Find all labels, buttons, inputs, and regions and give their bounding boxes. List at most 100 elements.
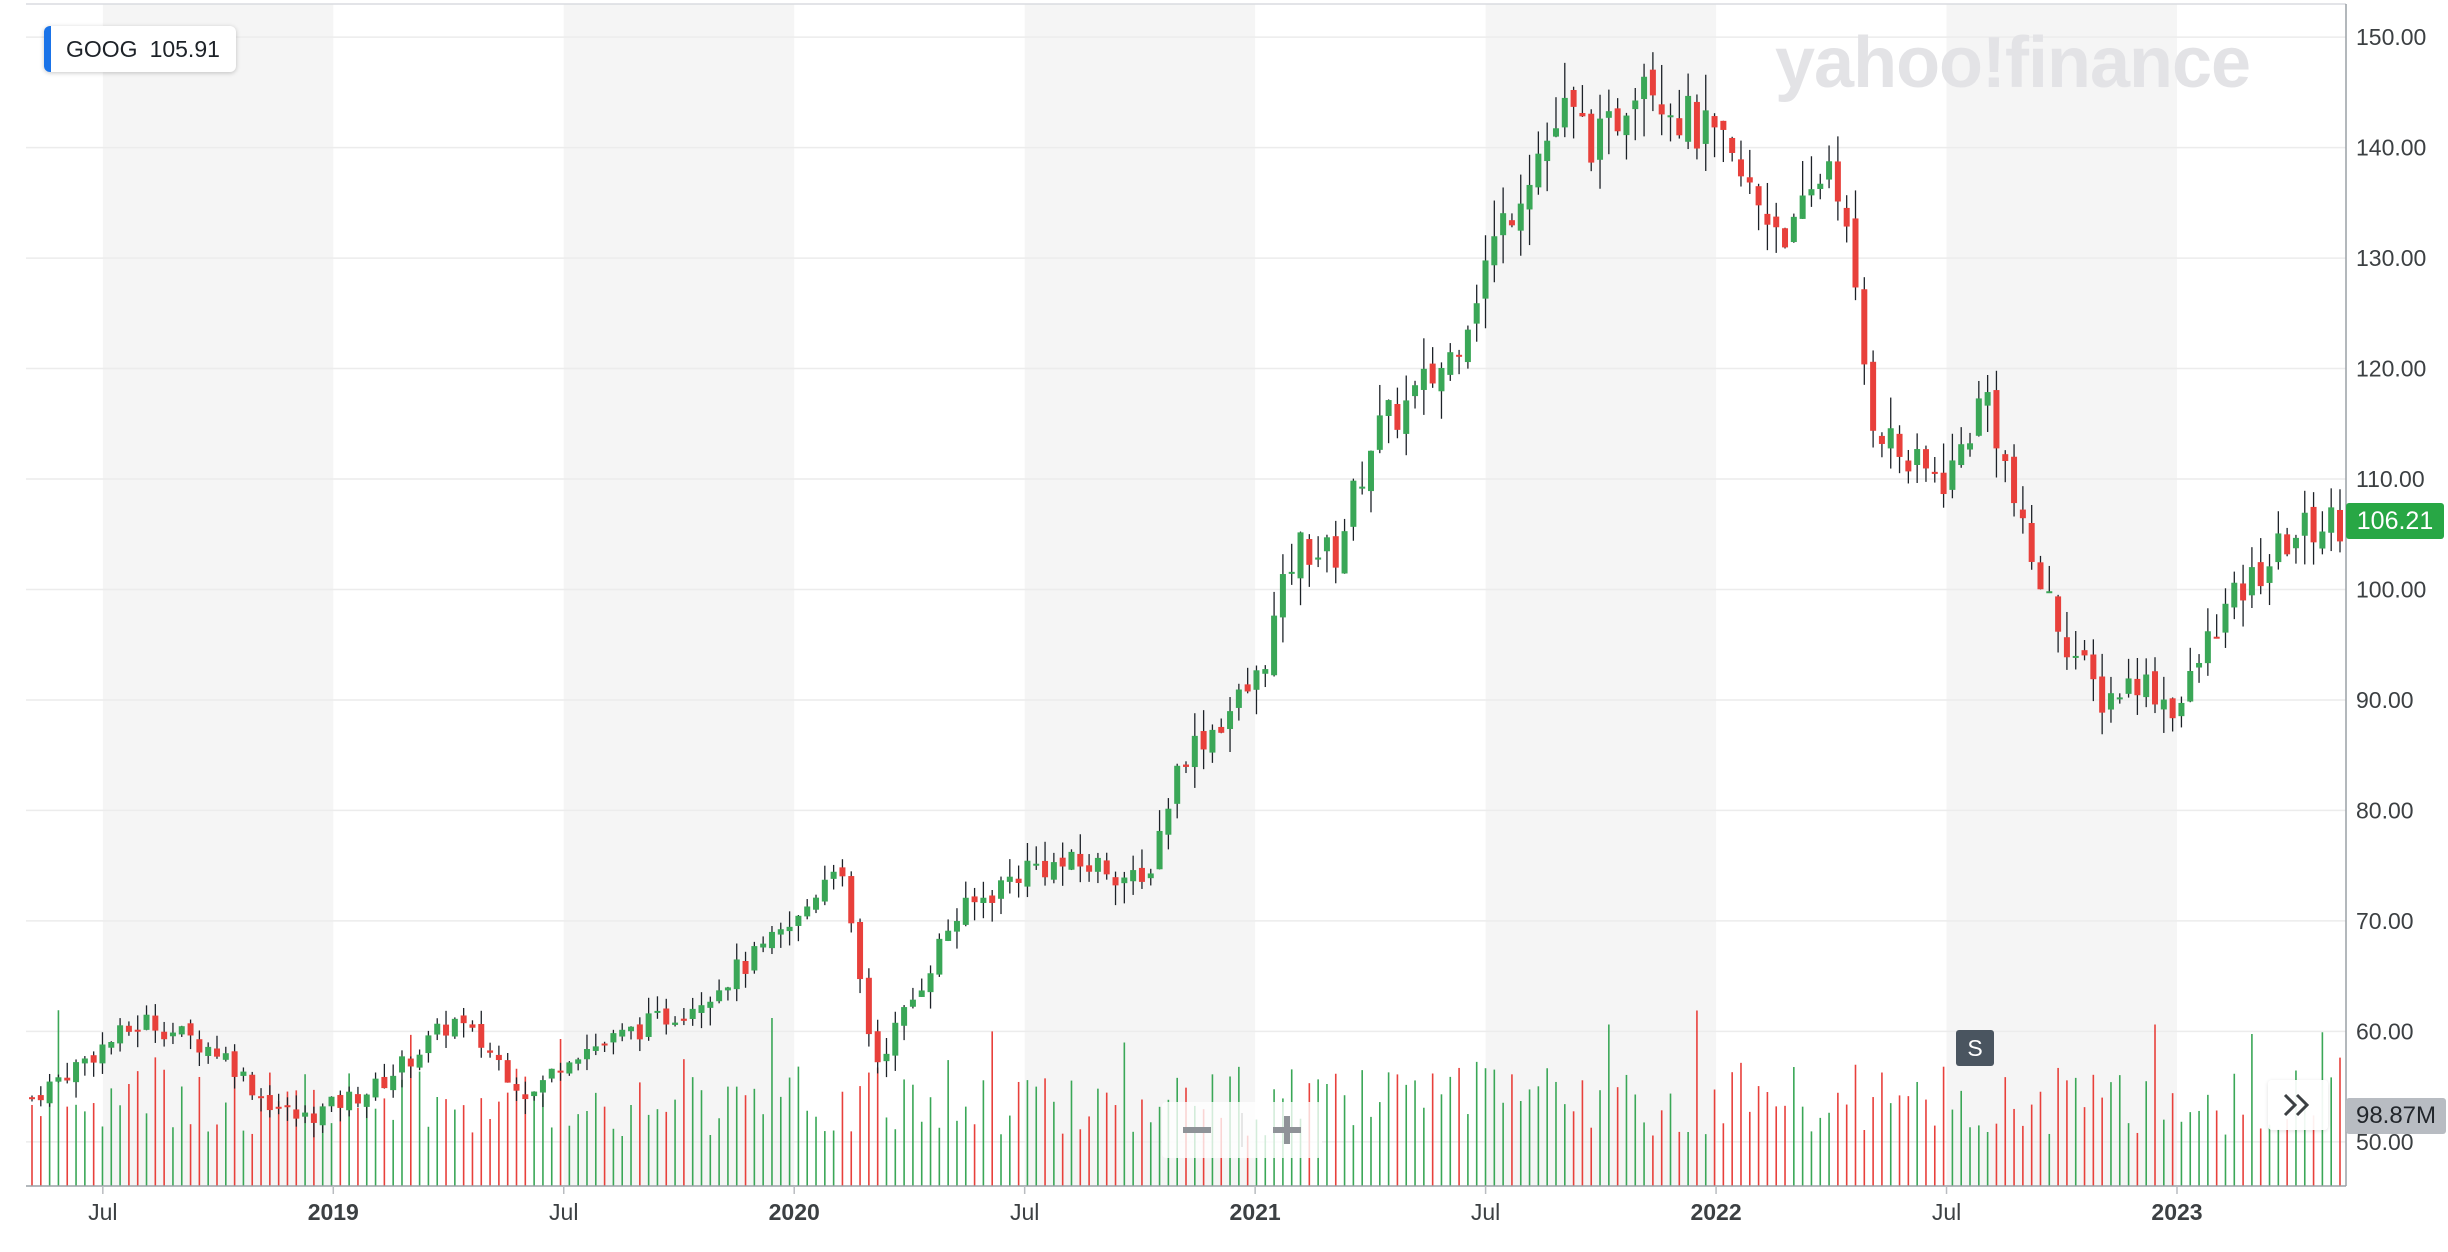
candle-body	[1940, 472, 1947, 495]
split-event-marker[interactable]: S	[1956, 1030, 1994, 1066]
axes	[26, 3, 2347, 1187]
candle-body	[953, 920, 960, 932]
candle-body	[425, 1035, 432, 1054]
candle-body	[1782, 228, 1789, 248]
candle-body	[672, 1022, 679, 1025]
candle-body	[857, 921, 864, 980]
candle-body	[293, 1109, 300, 1119]
candle-body	[689, 1008, 696, 1019]
candle-body	[557, 1070, 564, 1073]
candle-body	[2284, 534, 2291, 555]
candle-body	[2257, 562, 2264, 587]
x-axis-ticks: Jul 2019 Jul 2020 Jul 2021 Jul 2022 Jul 2023	[88, 1186, 2203, 1225]
candle-body	[2310, 506, 2317, 543]
candle-body	[249, 1074, 256, 1096]
candle-body	[601, 1043, 608, 1046]
y-tick-label: 140.00	[2356, 135, 2426, 161]
candle-body	[1843, 207, 1850, 227]
candle-body	[1790, 216, 1797, 243]
zoom-in-button[interactable]	[1262, 1105, 1312, 1155]
candle-body	[901, 1007, 908, 1026]
candle-body	[1183, 764, 1189, 767]
candle-body	[2204, 631, 2211, 664]
candle-body	[152, 1015, 159, 1031]
candle-body	[539, 1080, 546, 1093]
candle-body	[478, 1024, 485, 1048]
candle-body	[2213, 636, 2220, 639]
candle-body	[2160, 699, 2167, 710]
candle-body	[1359, 486, 1366, 489]
x-tick-label: 2021	[1230, 1199, 1281, 1225]
candle-body	[1244, 684, 1251, 692]
x-tick-label: 2019	[308, 1199, 359, 1225]
candle-body	[1482, 260, 1489, 299]
zoom-out-button[interactable]	[1172, 1105, 1222, 1155]
candle-body	[29, 1097, 35, 1100]
candle-body	[628, 1026, 635, 1032]
current-price-tag: 106.21	[2346, 502, 2444, 539]
candle-body	[1042, 860, 1049, 878]
candle-body	[161, 1031, 168, 1040]
candle-body	[1209, 729, 1216, 753]
x-tick-label: 2023	[2151, 1199, 2202, 1225]
candle-body	[1200, 731, 1207, 750]
candle-body	[566, 1062, 573, 1074]
candle-body	[892, 1022, 899, 1056]
candle-body	[716, 990, 723, 1002]
candle-body	[108, 1042, 115, 1048]
year-shading	[102, 4, 2177, 1186]
expand-range-button[interactable]	[2268, 1080, 2328, 1130]
candle-body	[636, 1024, 643, 1040]
candle-body	[583, 1049, 590, 1060]
candle-body	[1191, 735, 1198, 768]
candle-body	[354, 1094, 361, 1104]
candle-body	[398, 1056, 405, 1073]
candle-body	[795, 915, 802, 926]
candle-body	[2037, 562, 2044, 590]
candle-body	[2134, 678, 2141, 696]
candle-body	[1420, 368, 1427, 390]
candle-body	[495, 1054, 502, 1061]
candle-body	[407, 1058, 414, 1067]
candle-body	[2240, 583, 2247, 601]
candle-body	[707, 1001, 714, 1008]
candle-body	[1077, 853, 1084, 867]
candle-body	[1746, 177, 1753, 183]
candle-body	[1086, 865, 1093, 872]
candle-body	[363, 1094, 370, 1107]
candle-body	[522, 1094, 529, 1100]
candle-body	[945, 930, 952, 941]
candle-body	[830, 871, 837, 879]
ticker-badge[interactable]: GOOG 105.91	[44, 26, 236, 72]
candle-body	[1632, 100, 1639, 110]
x-tick-label: Jul	[88, 1199, 117, 1225]
candle-body	[205, 1046, 212, 1056]
yahoo-finance-logo: yahoo!finance	[1775, 23, 2251, 103]
y-tick-label: 80.00	[2356, 797, 2414, 823]
candle-body	[328, 1096, 335, 1107]
candle-body	[178, 1026, 185, 1035]
candle-body	[64, 1077, 71, 1081]
candle-body	[1614, 108, 1621, 132]
candle-body	[1271, 615, 1278, 676]
candle-body	[2063, 637, 2070, 658]
candle-body	[1279, 574, 1286, 618]
candle-body	[1500, 213, 1507, 236]
candle-body	[2328, 507, 2335, 533]
candle-body	[275, 1106, 282, 1109]
candle-body	[1130, 870, 1137, 882]
candle-body	[1676, 118, 1683, 136]
candle-body	[2072, 655, 2079, 658]
y-tick-label: 130.00	[2356, 245, 2426, 271]
candle-body	[2275, 533, 2282, 563]
candle-body	[1799, 195, 1806, 219]
candle-body	[1517, 203, 1524, 231]
candle-body	[1773, 216, 1780, 228]
candle-body	[1958, 444, 1965, 466]
candle-body	[610, 1033, 617, 1043]
candle-body	[2099, 676, 2106, 713]
candle-body	[865, 977, 872, 1035]
candle-body	[1103, 860, 1110, 875]
